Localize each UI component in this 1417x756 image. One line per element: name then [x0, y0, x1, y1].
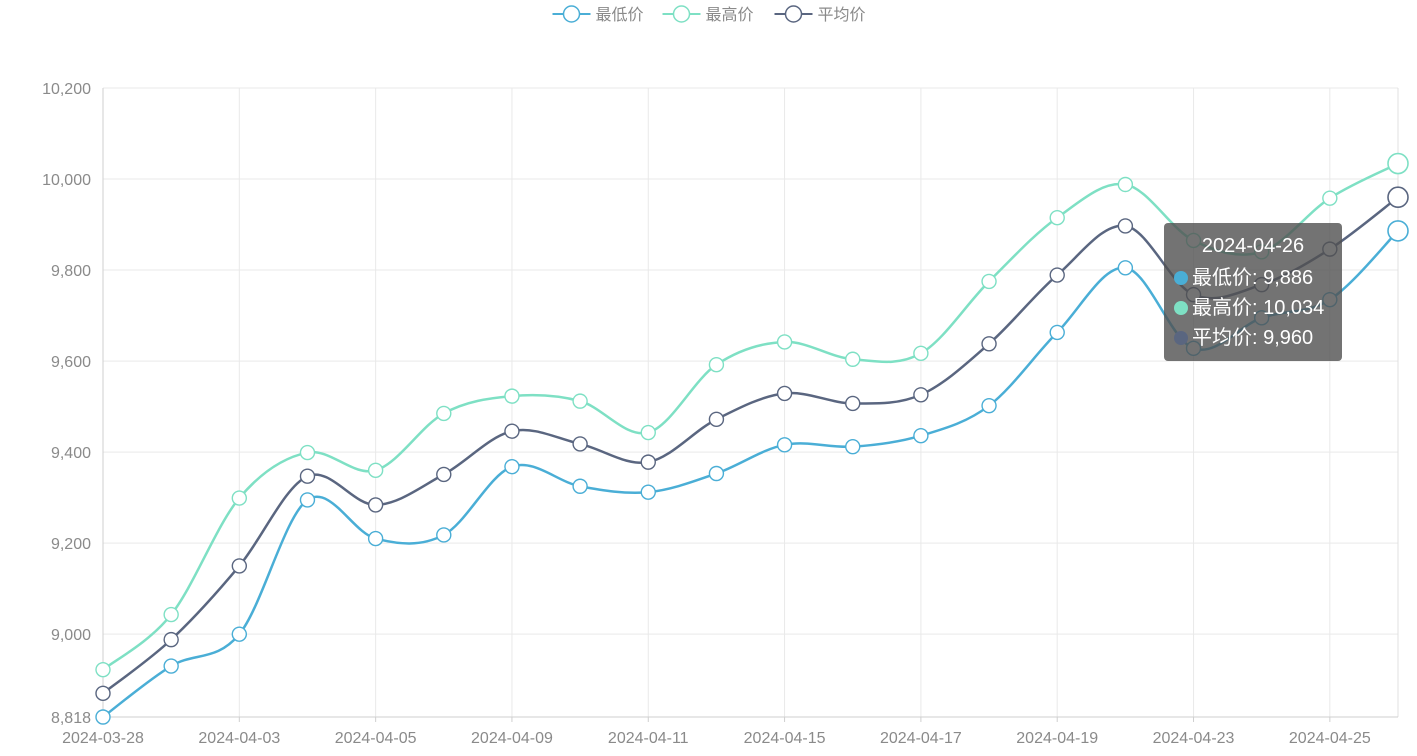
- data-point: [776, 334, 793, 350]
- legend-label: 平均价: [818, 6, 866, 24]
- x-tick-label: 2024-04-11: [608, 730, 689, 747]
- y-tick-label: 9,400: [51, 445, 91, 462]
- data-point: [504, 423, 520, 439]
- data-point: [95, 685, 111, 702]
- data-point: [913, 428, 929, 444]
- tooltip-row-low: 最低价: 9,886: [1172, 263, 1334, 293]
- legend-marker-icon: [562, 5, 581, 23]
- data-point: [708, 357, 725, 373]
- legend-item[interactable]: 平均价: [774, 5, 866, 24]
- data-point: [640, 484, 656, 500]
- tooltip-row-avg: 平均价: 9,960: [1172, 323, 1334, 353]
- tooltip-low-dot-icon: [1174, 271, 1188, 285]
- legend-item[interactable]: 最低价: [552, 5, 644, 24]
- data-point: [708, 465, 725, 482]
- data-point: [572, 393, 588, 409]
- data-point: [95, 709, 111, 725]
- x-tick-label: 2024-04-09: [471, 730, 553, 747]
- tooltip-high-text: 最高价: 10,034: [1192, 297, 1325, 319]
- data-point: [913, 387, 929, 403]
- data-point: [504, 458, 520, 475]
- x-tick-label: 2024-04-19: [1016, 730, 1098, 747]
- y-tick-label: 9,200: [51, 536, 91, 553]
- y-tick-label: 10,200: [42, 81, 91, 98]
- y-tick-label: 8,818: [51, 710, 91, 727]
- data-point: [163, 658, 179, 674]
- data-point: [981, 336, 997, 352]
- data-point: [845, 438, 861, 455]
- data-point: [299, 492, 316, 508]
- data-point: [776, 385, 793, 402]
- data-point: [1322, 190, 1338, 206]
- x-tick-label: 2024-03-28: [62, 730, 144, 747]
- data-point: [299, 468, 316, 484]
- data-point: [776, 437, 793, 453]
- x-tick-label: 2024-04-05: [335, 730, 417, 747]
- x-tick-label: 2024-04-23: [1153, 730, 1235, 747]
- y-tick-label: 9,600: [51, 354, 91, 371]
- x-tick-label: 2024-04-17: [880, 730, 962, 747]
- data-point: [436, 527, 452, 543]
- tooltip-high-dot-icon: [1174, 301, 1188, 315]
- chart-tooltip: 2024-04-26 最低价: 9,886 最高价: 10,034 平均价: 9…: [1164, 223, 1342, 361]
- legend-label: 最高价: [706, 6, 754, 24]
- data-point: [640, 454, 656, 470]
- x-tick-label: 2024-04-15: [744, 730, 826, 747]
- tooltip-row-high: 最高价: 10,034: [1172, 293, 1334, 323]
- chart-axes: 8,818 9,000 9,200 9,400 9,600 9,800 10,000 10,2…: [42, 81, 1398, 747]
- data-point: [231, 490, 248, 506]
- data-point: [436, 405, 452, 422]
- data-point: [231, 558, 248, 574]
- legend-label: 最低价: [596, 6, 644, 24]
- data-point: [367, 462, 384, 479]
- data-point: [1387, 152, 1409, 175]
- chart-legend[interactable]: 最低价 最高价 平均价: [552, 5, 866, 24]
- data-point: [1049, 210, 1065, 226]
- x-tick-label: 2024-04-25: [1289, 730, 1371, 747]
- data-point: [367, 530, 384, 547]
- data-point: [163, 606, 179, 623]
- data-point: [1117, 260, 1134, 276]
- data-point: [163, 631, 179, 648]
- data-point: [708, 411, 725, 428]
- data-point: [504, 388, 520, 404]
- tooltip-avg-dot-icon: [1174, 331, 1188, 345]
- data-point: [95, 661, 111, 678]
- data-point: [1049, 324, 1065, 341]
- data-point: [572, 436, 588, 452]
- data-point: [231, 626, 248, 642]
- legend-marker-icon: [672, 5, 691, 23]
- legend-marker-icon: [784, 5, 803, 23]
- y-tick-label: 10,000: [42, 172, 91, 189]
- x-tick-label: 2024-04-03: [198, 730, 280, 747]
- data-point: [640, 424, 656, 441]
- data-point: [1117, 176, 1134, 193]
- data-point: [845, 395, 861, 412]
- tooltip-low-text: 最低价: 9,886: [1192, 267, 1314, 289]
- data-point: [981, 397, 997, 414]
- data-point: [436, 466, 452, 483]
- data-point: [913, 345, 929, 362]
- data-point: [572, 478, 588, 494]
- data-point: [1117, 218, 1134, 234]
- data-point: [299, 444, 316, 461]
- y-tick-label: 9,800: [51, 263, 91, 280]
- data-point: [1387, 220, 1409, 242]
- data-point: [367, 497, 384, 513]
- tooltip-title: 2024-04-26: [1201, 235, 1305, 257]
- data-point: [845, 351, 861, 367]
- data-point: [1049, 267, 1065, 283]
- data-point: [981, 273, 997, 290]
- legend-item[interactable]: 最高价: [662, 5, 754, 24]
- tooltip-avg-text: 平均价: 9,960: [1192, 327, 1314, 349]
- data-point: [1387, 186, 1409, 209]
- y-tick-label: 9,000: [51, 627, 91, 644]
